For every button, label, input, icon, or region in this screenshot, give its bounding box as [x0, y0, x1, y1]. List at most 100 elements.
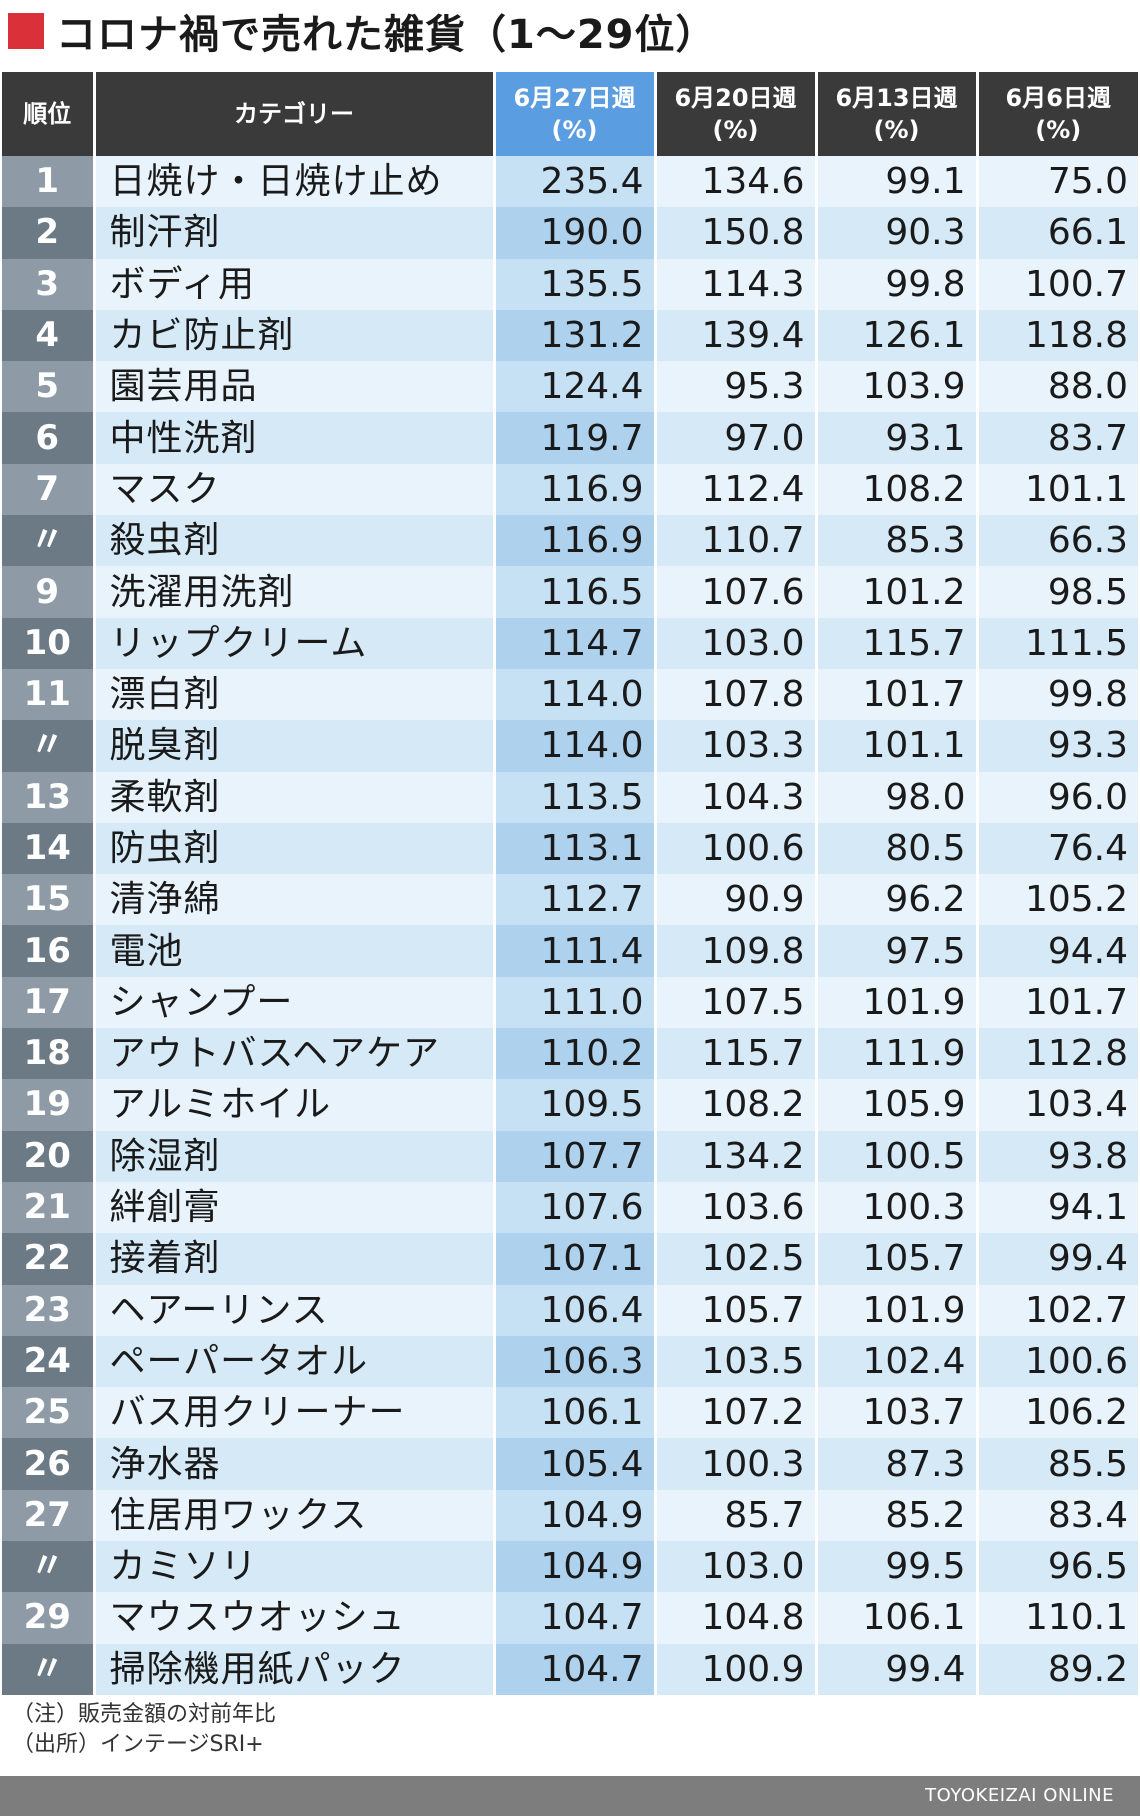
rank-cell: 〃 [2, 1541, 96, 1593]
value-cell: 103.4 [977, 1079, 1138, 1131]
value-cell: 103.3 [655, 720, 818, 772]
rank-cell: 22 [2, 1233, 96, 1285]
value-cell: 85.5 [977, 1438, 1138, 1490]
header-unit: (%) [873, 116, 920, 144]
value-cell: 101.1 [816, 720, 979, 772]
table-row: 27 住居用ワックス 104.9 85.7 85.2 83.4 [2, 1489, 1138, 1542]
category-cell: 洗濯用洗剤 [94, 566, 496, 618]
value-cell: 116.9 [494, 515, 657, 567]
rank-cell: 〃 [2, 1643, 96, 1695]
value-cell: 102.5 [655, 1233, 818, 1285]
value-cell: 76.4 [977, 822, 1138, 875]
value-cell: 113.5 [494, 771, 657, 823]
value-cell: 105.7 [816, 1233, 979, 1285]
table-row: 11 漂白剤 114.0 107.8 101.7 99.8 [2, 668, 1138, 721]
table-row: 26 浄水器 105.4 100.3 87.3 85.5 [2, 1438, 1138, 1490]
value-cell: 107.5 [655, 976, 818, 1029]
rank-cell: 〃 [2, 720, 96, 772]
rank-cell: 〃 [2, 515, 96, 567]
value-cell: 89.2 [977, 1643, 1138, 1695]
value-cell: 111.5 [977, 617, 1138, 669]
rank-cell: 20 [2, 1130, 96, 1182]
value-cell: 134.6 [655, 156, 818, 208]
rank-cell: 17 [2, 976, 96, 1029]
value-cell: 105.7 [655, 1284, 818, 1336]
value-cell: 124.4 [494, 361, 657, 413]
rank-cell: 23 [2, 1284, 96, 1336]
category-cell: バス用クリーナー [94, 1387, 496, 1439]
title-bar: コロナ禍で売れた雑貨（1～29位） [8, 6, 717, 58]
value-cell: 99.8 [977, 668, 1138, 721]
header-week-label: 6月20日週 [674, 84, 797, 112]
value-cell: 96.5 [977, 1541, 1138, 1593]
rank-cell: 15 [2, 874, 96, 926]
table-body: 1 日焼け・日焼け止め 235.4 134.6 99.1 75.0 2 制汗剤 190.0 150… [2, 156, 1138, 1695]
value-cell: 99.4 [977, 1233, 1138, 1285]
value-cell: 108.2 [816, 463, 979, 516]
value-cell: 131.2 [494, 309, 657, 362]
rank-cell: 1 [2, 156, 96, 208]
table-row: 〃脱臭剤 114.0 103.3 101.1 93.3 [2, 720, 1138, 772]
table-row: 〃殺虫剤 116.9 110.7 85.3 66.3 [2, 515, 1138, 567]
value-cell: 106.1 [494, 1387, 657, 1439]
category-cell: 絆創膏 [94, 1181, 496, 1234]
value-cell: 90.3 [816, 207, 979, 259]
value-cell: 107.7 [494, 1130, 657, 1182]
table-row: 22 接着剤 107.1 102.5 105.7 99.4 [2, 1233, 1138, 1285]
value-cell: 104.9 [494, 1489, 657, 1542]
rank-cell: 10 [2, 617, 96, 669]
table-row: 2 制汗剤 190.0 150.8 90.3 66.1 [2, 207, 1138, 259]
category-cell: 制汗剤 [94, 207, 496, 259]
value-cell: 190.0 [494, 207, 657, 259]
value-cell: 126.1 [816, 309, 979, 362]
header-week-0613: 6月13日週 (%) [816, 72, 979, 156]
footer-brand: TOYOKEIZAI ONLINE [0, 1776, 1140, 1816]
value-cell: 111.9 [816, 1028, 979, 1080]
category-cell: 日焼け・日焼け止め [94, 156, 496, 208]
value-cell: 115.7 [655, 1028, 818, 1080]
category-cell: マウスウオッシュ [94, 1592, 496, 1644]
value-cell: 103.0 [655, 617, 818, 669]
value-cell: 106.3 [494, 1335, 657, 1388]
rank-cell: 18 [2, 1028, 96, 1080]
value-cell: 105.9 [816, 1079, 979, 1131]
value-cell: 101.9 [816, 1284, 979, 1336]
rank-cell: 19 [2, 1079, 96, 1131]
table-row: 16 電池 111.4 109.8 97.5 94.4 [2, 925, 1138, 977]
value-cell: 107.2 [655, 1387, 818, 1439]
rank-cell: 16 [2, 925, 96, 977]
rank-cell: 24 [2, 1335, 96, 1388]
value-cell: 104.9 [494, 1541, 657, 1593]
value-cell: 115.7 [816, 617, 979, 669]
page-title: コロナ禍で売れた雑貨（1～29位） [56, 12, 717, 58]
rank-cell: 4 [2, 309, 96, 362]
category-cell: 脱臭剤 [94, 720, 496, 772]
value-cell: 102.7 [977, 1284, 1138, 1336]
value-cell: 100.3 [655, 1438, 818, 1490]
value-cell: 98.5 [977, 566, 1138, 618]
table-row: 24 ペーパータオル 106.3 103.5 102.4 100.6 [2, 1335, 1138, 1388]
value-cell: 100.6 [977, 1335, 1138, 1388]
table-header-row: 順位 カテゴリー 6月27日週 (%) 6月20日週 (%) 6月13日週 (%… [2, 72, 1138, 156]
rank-cell: 6 [2, 412, 96, 464]
value-cell: 101.9 [816, 976, 979, 1029]
value-cell: 111.0 [494, 976, 657, 1029]
value-cell: 106.2 [977, 1387, 1138, 1439]
note-text: （注）販売金額の対前年比 [12, 1702, 277, 1727]
value-cell: 66.1 [977, 207, 1138, 259]
value-cell: 109.5 [494, 1079, 657, 1131]
header-week-label: 6月13日週 [835, 84, 958, 112]
table-row: 29 マウスウオッシュ 104.7 104.8 106.1 110.1 [2, 1592, 1138, 1644]
rank-cell: 13 [2, 771, 96, 823]
rank-cell: 29 [2, 1592, 96, 1644]
category-cell: 住居用ワックス [94, 1489, 496, 1542]
rank-cell: 14 [2, 822, 96, 875]
category-cell: 接着剤 [94, 1233, 496, 1285]
value-cell: 93.8 [977, 1130, 1138, 1182]
header-rank: 順位 [2, 72, 96, 156]
value-cell: 96.0 [977, 771, 1138, 823]
table-row: 5 園芸用品 124.4 95.3 103.9 88.0 [2, 361, 1138, 413]
value-cell: 116.5 [494, 566, 657, 618]
value-cell: 83.7 [977, 412, 1138, 464]
value-cell: 100.9 [655, 1643, 818, 1695]
